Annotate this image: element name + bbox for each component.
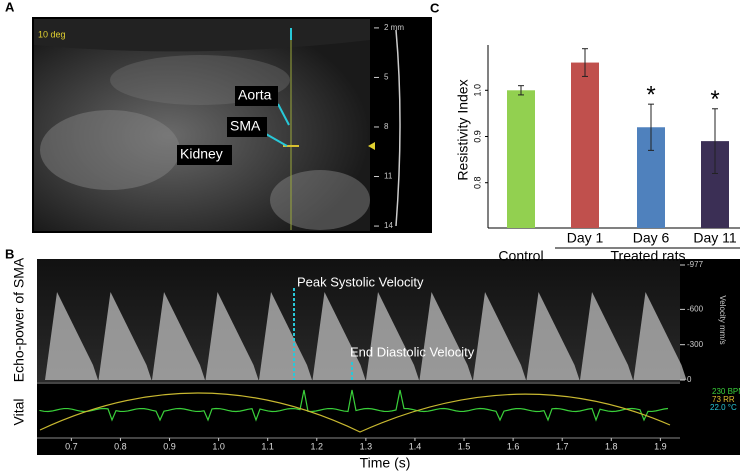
y-tick-label: -600 bbox=[687, 304, 704, 313]
x-tick-label: 0.7 bbox=[65, 441, 78, 451]
axis-title: Resistivity Index bbox=[455, 79, 471, 180]
doppler-beat bbox=[526, 292, 580, 380]
vital-value: 22.0 °C bbox=[710, 403, 737, 412]
y-tick-label: 14 bbox=[384, 221, 393, 230]
significance-marker: * bbox=[646, 81, 655, 108]
doppler-beat bbox=[205, 292, 259, 380]
axis-title: Vital bbox=[11, 399, 27, 426]
depth-curve bbox=[395, 29, 401, 227]
vital-value: 73 RR bbox=[712, 395, 735, 404]
y-tick-label: 1.0 bbox=[472, 84, 482, 97]
x-tick-label: Control bbox=[498, 248, 543, 264]
structure-label: Aorta bbox=[238, 87, 272, 103]
doppler-beat bbox=[45, 292, 98, 380]
doppler-beat bbox=[366, 292, 419, 380]
label-box bbox=[227, 117, 267, 137]
y-tick-label: 0.8 bbox=[472, 176, 482, 189]
x-tick-label: 1.7 bbox=[556, 441, 569, 451]
panel-label: B bbox=[5, 246, 14, 261]
y-tick-label: 0.9 bbox=[472, 130, 482, 143]
x-tick-label: Day 1 bbox=[567, 230, 604, 246]
vital-value: 230 BPM bbox=[712, 387, 740, 396]
annotation: End Diastolic Velocity bbox=[350, 344, 475, 359]
bar bbox=[571, 62, 599, 228]
x-tick-label: 1.8 bbox=[605, 441, 618, 451]
doppler-beat bbox=[152, 292, 205, 380]
arrow bbox=[277, 103, 290, 126]
ultrasound-texture bbox=[40, 110, 180, 190]
axis-title: Velocity mm/s bbox=[718, 295, 727, 344]
x-tick-label: 1.5 bbox=[458, 441, 471, 451]
doppler-beat bbox=[98, 292, 152, 380]
y-tick-label: 0 bbox=[687, 375, 692, 384]
angle-label: 10 deg bbox=[38, 29, 66, 39]
ultrasound-image bbox=[34, 19, 370, 231]
label-box bbox=[177, 145, 232, 165]
panel-label: C bbox=[430, 0, 440, 15]
y-tick-label: 5 bbox=[384, 73, 389, 82]
y-tick-label: 11 bbox=[384, 172, 393, 181]
x-tick-label: 1.0 bbox=[212, 441, 225, 451]
panel-label: A bbox=[5, 0, 15, 14]
label-box bbox=[235, 86, 278, 106]
structure-label: Kidney bbox=[180, 146, 223, 162]
resp-trace bbox=[39, 392, 671, 433]
axis-title: Echo-power of SMA bbox=[11, 257, 27, 382]
arrow bbox=[265, 133, 288, 147]
ultrasound-texture bbox=[270, 170, 370, 230]
significance-marker: * bbox=[710, 86, 719, 113]
x-tick-label: 1.9 bbox=[654, 441, 667, 451]
x-tick-label: Day 11 bbox=[693, 230, 737, 246]
doppler-beat bbox=[312, 292, 366, 380]
ultrasound-texture bbox=[34, 19, 370, 52]
axis-title: Time (s) bbox=[360, 455, 411, 471]
bar bbox=[507, 90, 535, 229]
x-tick-label: 1.4 bbox=[409, 441, 422, 451]
focus-marker bbox=[368, 142, 375, 150]
y-tick-label: 8 bbox=[384, 122, 389, 131]
doppler-beat bbox=[633, 292, 687, 380]
x-tick-label: Day 6 bbox=[633, 230, 670, 246]
doppler-waveforms bbox=[45, 292, 687, 380]
y-tick-label: -300 bbox=[687, 340, 704, 349]
ecg-trace bbox=[39, 389, 669, 422]
structure-label: SMA bbox=[230, 118, 261, 134]
doppler-beat bbox=[580, 292, 633, 380]
annotation: Peak Systolic Velocity bbox=[297, 274, 424, 289]
doppler-beat bbox=[473, 292, 526, 380]
x-tick-label: 1.6 bbox=[507, 441, 520, 451]
x-tick-label: 1.1 bbox=[261, 441, 274, 451]
x-tick-label: 0.8 bbox=[114, 441, 127, 451]
doppler-beat bbox=[419, 292, 473, 380]
y-tick-label: -977 bbox=[687, 260, 704, 269]
x-tick-label: 1.2 bbox=[311, 441, 324, 451]
x-tick-label: 1.3 bbox=[360, 441, 373, 451]
doppler-beat bbox=[259, 292, 312, 380]
x-tick-label: 0.9 bbox=[163, 441, 176, 451]
group-label: Treated rats bbox=[611, 248, 686, 264]
y-tick-label: 2 mm bbox=[384, 23, 404, 32]
